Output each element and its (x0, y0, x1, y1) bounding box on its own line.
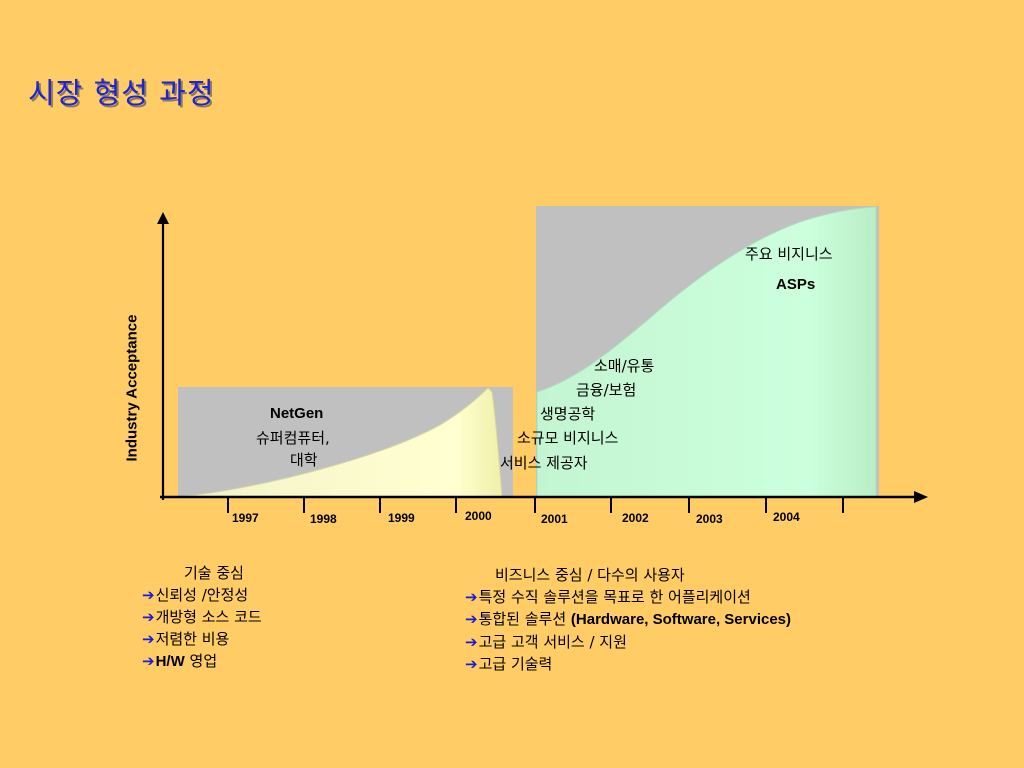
segment-label: 서비스 제공자 (500, 454, 588, 472)
year-label: 2001 (541, 512, 568, 526)
list-item: ➔고급 기술력 (465, 655, 553, 673)
netgen-adoption-curve (187, 387, 503, 498)
list-item: ➔특정 수직 솔루션을 목표로 한 어플리케이션 (465, 588, 751, 606)
arrow-right-icon: ➔ (142, 630, 155, 648)
arrow-right-icon: ➔ (142, 652, 155, 670)
year-label: 2004 (773, 510, 800, 524)
list-item: ➔신뢰성 /안정성 (142, 586, 249, 604)
segment-label: 소규모 비지니스 (517, 429, 619, 447)
asp-adoption-curve (536, 206, 877, 498)
y-axis-arrowhead (157, 212, 169, 224)
x-axis-arrowhead (914, 491, 928, 503)
list-item: ➔개방형 소스 코드 (142, 608, 262, 626)
year-label: 1997 (232, 511, 259, 525)
arrow-right-icon: ➔ (465, 633, 478, 651)
netgen-line: 대학 (290, 451, 318, 469)
y-axis-label: Industry Acceptance (123, 314, 141, 462)
year-label: 2000 (465, 509, 492, 523)
segment-label: 소매/유통 (594, 357, 655, 375)
netgen-label: NetGen (270, 405, 324, 422)
list-item: ➔통합된 솔루션 (Hardware, Software, Services) (465, 610, 792, 628)
list-item: ➔H/W 영업 (142, 652, 218, 670)
year-label: 2003 (696, 512, 723, 526)
list-heading: 비즈니스 중심 / 다수의 사용자 (495, 566, 685, 584)
year-label: 2002 (622, 511, 649, 525)
arrow-right-icon: ➔ (142, 586, 155, 604)
year-label: 1998 (310, 512, 337, 526)
x-axis-ticks (227, 497, 844, 513)
arrow-right-icon: ➔ (465, 610, 478, 628)
asps-label: ASPs (776, 276, 816, 293)
list-item: ➔고급 고객 서비스 / 지원 (465, 633, 627, 651)
year-label: 1999 (388, 511, 415, 525)
list-heading: 기술 중심 (184, 564, 244, 582)
list-item: ➔저렴한 비용 (142, 630, 230, 648)
arrow-right-icon: ➔ (465, 655, 478, 673)
segment-label: 금융/보험 (576, 381, 637, 399)
segment-label: 생명공학 (540, 405, 596, 423)
tech-focus-list: 기술 중심 ➔신뢰성 /안정성 ➔개방형 소스 코드 ➔저렴한 비용 ➔H/W … (142, 562, 262, 673)
netgen-line: 슈퍼컴퓨터, (256, 429, 330, 447)
arrow-right-icon: ➔ (465, 588, 478, 606)
arrow-right-icon: ➔ (142, 608, 155, 626)
slide-title: 시장 형성 과정 (28, 76, 215, 110)
business-focus-list: 비즈니스 중심 / 다수의 사용자 ➔특정 수직 솔루션을 목표로 한 어플리케… (465, 564, 791, 675)
major-business-label: 주요 비지니스 (745, 245, 833, 263)
